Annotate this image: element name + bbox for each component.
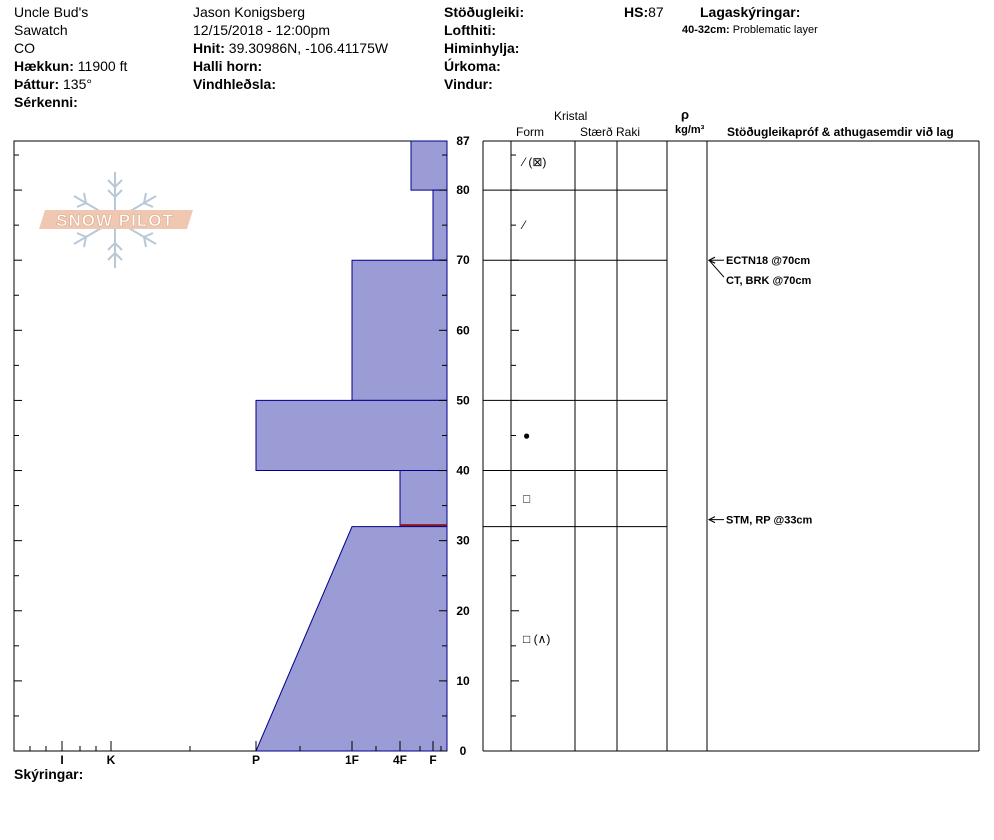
moisture-header: Raki xyxy=(616,125,641,139)
test-label: CT, BRK @70cm xyxy=(726,275,812,287)
grain-form-symbol: ⁄ (⊠) xyxy=(520,155,546,169)
grain-form-symbol: ⁄ xyxy=(520,218,527,232)
test-label: ECTN18 @70cm xyxy=(726,255,810,267)
air-temp-label: Lofthiti: xyxy=(444,22,497,38)
hs-value: 87 xyxy=(648,4,664,20)
aspect-value: 135° xyxy=(63,76,92,92)
aspect-label: Þáttur: xyxy=(14,76,60,92)
sky-label: Himinhylja: xyxy=(444,40,520,56)
slope-label: Halli horn: xyxy=(193,58,263,74)
comments-header: Stöðugleikapróf & athugasemdir við lag xyxy=(727,125,954,139)
hs-label: HS: xyxy=(624,4,649,20)
depth-labels: 0 10 20 30 40 50 60 70 80 87 xyxy=(456,134,470,758)
layer-bar xyxy=(410,140,448,191)
stability-label: Stöðugleiki: xyxy=(444,4,525,20)
depth-tick-label: 20 xyxy=(456,604,470,618)
depth-tick-label: 80 xyxy=(456,183,470,197)
elevation-row: Hækkun: 11900 ft xyxy=(14,58,127,74)
rho-header: ρ xyxy=(681,107,690,122)
hardness-labels: I K P 1F 4F F xyxy=(60,753,436,767)
profile-table xyxy=(482,140,980,752)
snowpilot-logo: SNOW PILOT xyxy=(39,172,193,268)
legend-entry: 40-32cm: Problematic layer xyxy=(682,24,818,37)
precip-label: Úrkoma: xyxy=(444,58,501,74)
coords-row: Hnit: 39.30986N, -106.41175W xyxy=(193,40,388,56)
datetime: 12/15/2018 - 12:00pm xyxy=(193,22,330,38)
depth-tick-label: 87 xyxy=(456,134,470,148)
layer-bar xyxy=(351,259,448,401)
elevation-label: Hækkun: xyxy=(14,58,74,74)
hardness-tick-label: 1F xyxy=(345,753,359,767)
layer-bar xyxy=(399,470,448,528)
legend-desc: Problematic layer xyxy=(732,24,818,36)
depth-tick-label: 40 xyxy=(456,464,470,478)
crystal-header: Kristal xyxy=(554,109,588,123)
depth-tick-label: 60 xyxy=(456,323,470,337)
layer-bar xyxy=(255,526,448,752)
test-arrow-head xyxy=(707,516,716,524)
hs-row: HS:87 xyxy=(624,4,664,20)
coords-value: 39.30986N, -106.41175W xyxy=(228,40,389,56)
wind-loading-label: Vindhleðsla: xyxy=(193,76,276,92)
test-arrow-head xyxy=(707,256,716,264)
logo-text: SNOW PILOT xyxy=(56,211,174,230)
hardness-tick-label: K xyxy=(107,753,116,767)
coords-label: Hnit: xyxy=(193,40,225,56)
test-arrow-line xyxy=(708,259,725,278)
grain-form-symbols: ⁄ (⊠) ⁄ ● □ □ (∧) xyxy=(520,155,550,646)
test-label: STM, RP @33cm xyxy=(726,515,813,527)
features-label: Sérkenni: xyxy=(14,94,78,110)
logo-banner xyxy=(39,210,193,229)
depth-tick-label: 70 xyxy=(456,253,470,267)
notes-label: Skýringar: xyxy=(14,766,84,782)
form-header: Form xyxy=(516,125,544,139)
depth-tick-label: 0 xyxy=(460,744,467,758)
hardness-tick-label: P xyxy=(252,753,260,767)
elevation-value: 11900 ft xyxy=(77,58,128,74)
legend-title: Lagaskýringar: xyxy=(700,4,801,20)
state: CO xyxy=(14,40,35,56)
location-name: Uncle Bud's xyxy=(14,4,89,20)
hardness-tick-label: F xyxy=(429,753,436,767)
mountain-range: Sawatch xyxy=(14,22,68,38)
grain-form-symbol: ● xyxy=(523,428,530,442)
depth-tick-label: 50 xyxy=(456,393,470,407)
hardness-tick-label: 4F xyxy=(393,753,407,767)
layer-bar xyxy=(255,399,448,472)
hardness-ticks xyxy=(29,741,442,751)
grain-form-symbol: □ (∧) xyxy=(523,632,550,646)
aspect-row: Þáttur: 135° xyxy=(14,76,92,92)
depth-tick-label: 30 xyxy=(456,534,470,548)
hardness-tick-label: I xyxy=(60,753,63,767)
observer: Jason Konigsberg xyxy=(193,4,306,20)
grain-form-symbol: □ xyxy=(523,492,530,506)
size-header: Stærð xyxy=(580,125,613,139)
depth-ticks-left xyxy=(14,154,447,752)
depth-tick-label: 10 xyxy=(456,674,470,688)
table-depth-ticks xyxy=(511,154,519,752)
layer-bars xyxy=(255,140,448,752)
stability-tests: ECTN18 @70cm CT, BRK @70cm STM, RP @33cm xyxy=(707,255,813,527)
legend-range: 40-32cm: xyxy=(682,24,730,36)
wind-label: Vindur: xyxy=(444,76,493,92)
density-unit: kg/m³ xyxy=(675,124,705,136)
